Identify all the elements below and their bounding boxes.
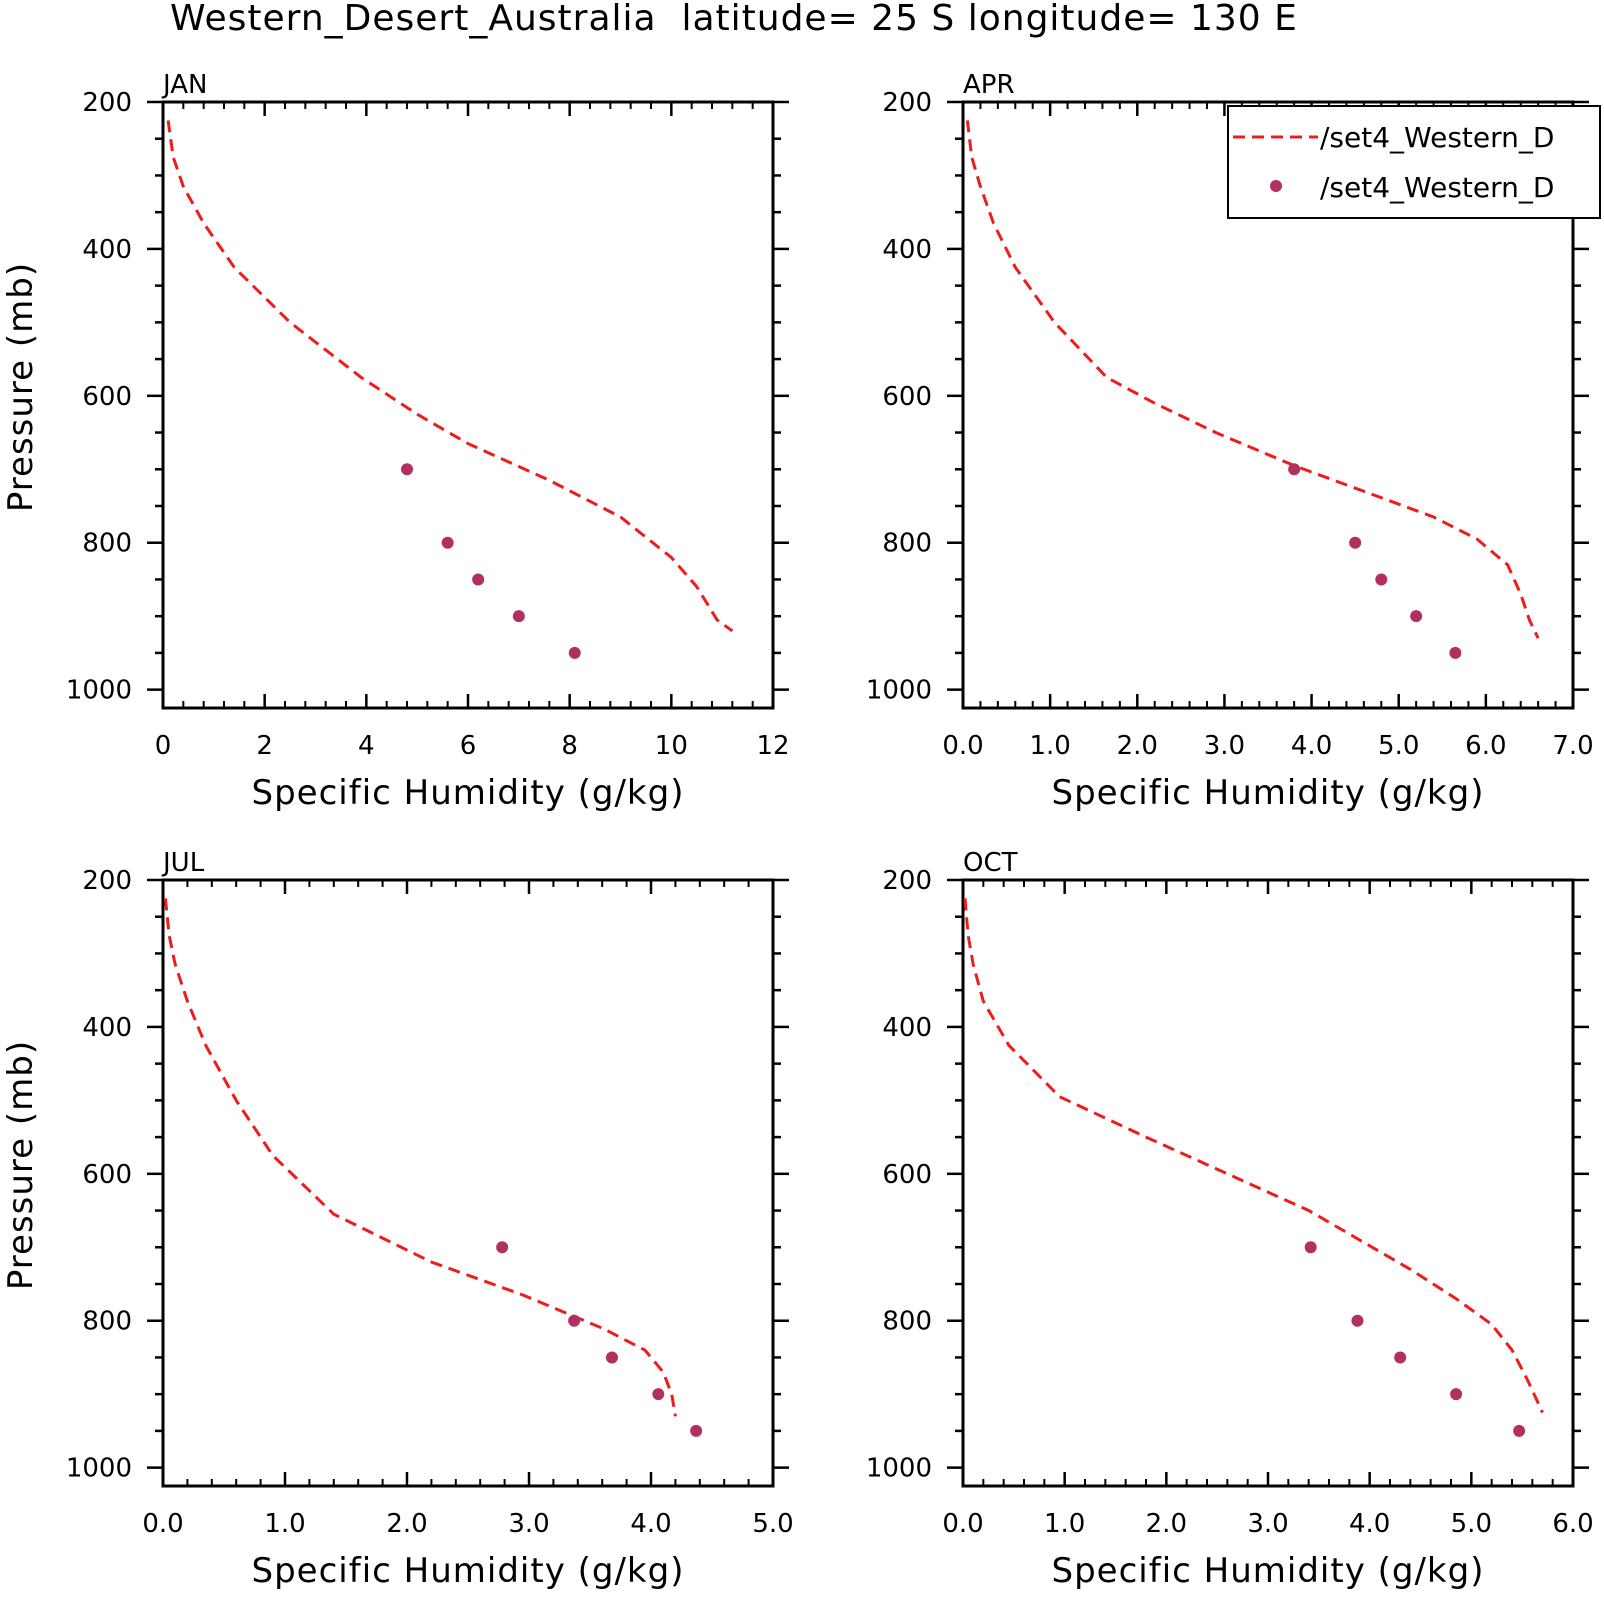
x-tick-label: 3.0: [1204, 731, 1245, 761]
y-tick-label: 800: [882, 1307, 932, 1337]
panel-title: OCT: [963, 848, 1018, 878]
legend-dot-swatch: [1270, 180, 1282, 192]
y-tick-label: 600: [82, 1160, 132, 1190]
model-profile-line: [163, 898, 677, 1417]
x-tick-label: 6.0: [1465, 731, 1506, 761]
x-tick-label: 1.0: [264, 1509, 305, 1539]
x-tick-label: 0.0: [942, 1509, 983, 1539]
obs-point: [441, 536, 454, 549]
x-tick-label: 7.0: [1552, 731, 1593, 761]
x-tick-label: 6: [460, 731, 477, 761]
plot-frame: [161, 100, 775, 710]
panel-title: APR: [963, 70, 1015, 100]
x-tick-label: 4: [358, 731, 375, 761]
obs-point: [401, 463, 413, 476]
x-tick-label: 2: [256, 731, 273, 761]
legend-label: /set4_Western_D: [1320, 171, 1554, 204]
plot-frame: [161, 878, 775, 1488]
obs-point: [568, 646, 581, 659]
y-tick-label: 1000: [66, 676, 132, 706]
obs-point: [1513, 1424, 1526, 1437]
obs-point: [605, 1351, 618, 1364]
obs-point: [568, 1314, 581, 1327]
y-tick-label: 400: [882, 235, 932, 265]
x-tick-label: 4.0: [1291, 731, 1332, 761]
x-tick-label: 2.0: [1146, 1509, 1187, 1539]
x-axis-label: Specific Humidity (g/kg): [1052, 1551, 1485, 1591]
obs-point: [690, 1424, 703, 1437]
panel-jan: JAN 0 2 4 6 8 10 12 200 400 600 800 1000 Specific Hum…: [1, 70, 790, 813]
x-tick-label: 1.0: [1044, 1509, 1085, 1539]
x-tick-label: 3.0: [1247, 1509, 1288, 1539]
x-tick-label: 5.0: [1451, 1509, 1492, 1539]
obs-point: [1349, 536, 1362, 549]
x-tick-label: 8: [561, 731, 578, 761]
x-tick-label: 4.0: [1349, 1509, 1390, 1539]
x-tick-label: 6.0: [1552, 1509, 1593, 1539]
panel-title: JAN: [161, 70, 207, 100]
y-tick-label: 800: [82, 529, 132, 559]
obs-point: [1410, 610, 1423, 623]
y-tick-label: 1000: [866, 676, 932, 706]
x-tick-label: 0.0: [142, 1509, 183, 1539]
obs-point: [1394, 1351, 1407, 1364]
y-tick-label: 400: [82, 1013, 132, 1043]
model-profile-line: [963, 898, 1544, 1414]
y-tick-label: 800: [82, 1307, 132, 1337]
y-tick-label: 200: [882, 866, 932, 896]
y-axis-label: Pressure (mb): [1, 262, 41, 512]
obs-point: [472, 573, 485, 586]
y-tick-label: 1000: [866, 1454, 932, 1484]
model-profile-line: [965, 120, 1540, 639]
x-tick-label: 0: [155, 731, 172, 761]
y-tick-label: 200: [82, 866, 132, 896]
obs-point: [1449, 646, 1462, 659]
legend-box: [1227, 105, 1601, 219]
y-tick-label: 800: [882, 529, 932, 559]
obs-point: [652, 1388, 665, 1401]
y-tick-label: 400: [882, 1013, 932, 1043]
x-tick-label: 10: [655, 731, 688, 761]
panel-jul: JUL 0.0 1.0 2.0 3.0 4.0 5.0 200 400 600 800 1000 Spe…: [1, 848, 794, 1591]
x-axis-label: Specific Humidity (g/kg): [1052, 773, 1485, 813]
y-tick-label: 600: [882, 382, 932, 412]
obs-point: [1351, 1314, 1364, 1327]
x-tick-label: 4.0: [630, 1509, 671, 1539]
x-tick-label: 12: [756, 731, 789, 761]
obs-point: [1450, 1388, 1463, 1401]
y-tick-label: 600: [82, 382, 132, 412]
x-tick-label: 3.0: [508, 1509, 549, 1539]
obs-point: [496, 1241, 509, 1254]
x-tick-label: 5.0: [1378, 731, 1419, 761]
x-axis-label: Specific Humidity (g/kg): [252, 1551, 685, 1591]
y-tick-label: 400: [82, 235, 132, 265]
x-tick-label: 2.0: [386, 1509, 427, 1539]
plot-frame: [961, 100, 1575, 710]
figure-title: Western_Desert_Australia latitude= 25 S …: [170, 0, 1298, 39]
y-tick-label: 1000: [66, 1454, 132, 1484]
model-profile-line: [166, 120, 734, 633]
y-tick-label: 200: [882, 88, 932, 118]
y-tick-label: 600: [882, 1160, 932, 1190]
panel-oct: OCT 0.0 1.0 2.0 3.0 4.0 5.0 6.0 200 400 600 800 1000…: [866, 848, 1594, 1591]
x-axis-label: Specific Humidity (g/kg): [252, 773, 685, 813]
obs-point: [1288, 463, 1301, 476]
obs-point: [1304, 1241, 1317, 1254]
y-tick-label: 200: [82, 88, 132, 118]
panels: JAN 0 2 4 6 8 10 12 200 400 600 800 1000 Specific Hum…: [1, 70, 1601, 1591]
x-tick-label: 0.0: [942, 731, 983, 761]
legend: /set4_Western_D/set4_Western_D: [1227, 105, 1601, 219]
plot-frame: [961, 878, 1575, 1488]
x-tick-label: 1.0: [1029, 731, 1070, 761]
panel-title: JUL: [161, 848, 205, 878]
y-axis-label: Pressure (mb): [1, 1040, 41, 1290]
obs-point: [1375, 573, 1388, 586]
x-tick-label: 2.0: [1117, 731, 1158, 761]
obs-point: [512, 610, 525, 623]
x-tick-label: 5.0: [752, 1509, 793, 1539]
legend-label: /set4_Western_D: [1320, 121, 1554, 154]
panel-apr: APR 0.0 1.0 2.0 3.0 4.0 5.0 6.0 7.0 200 400 600 800 1…: [866, 70, 1601, 813]
